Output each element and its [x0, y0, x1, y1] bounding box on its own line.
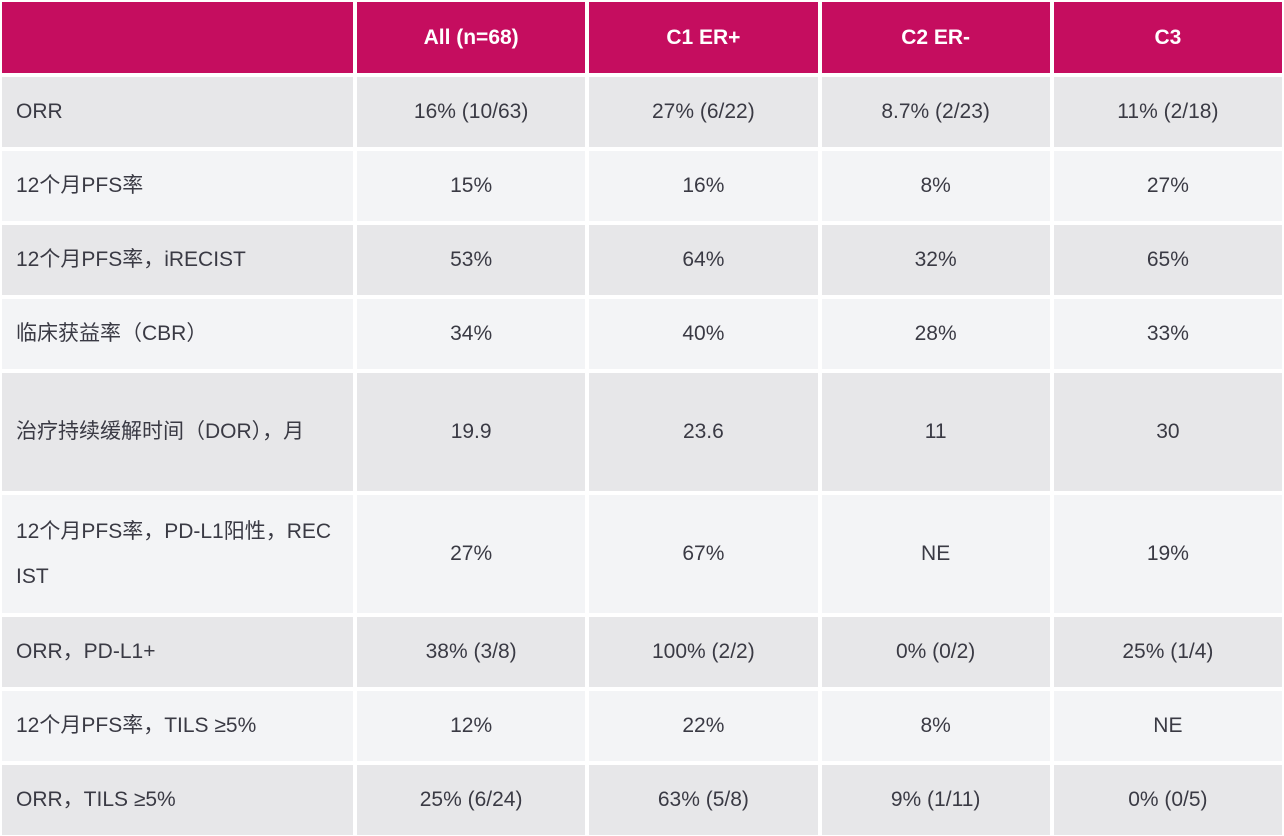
value-cell: 19.9 [357, 373, 586, 491]
row-label-cell: 12个月PFS率，PD-L1阳性，RECIST [2, 495, 353, 613]
value-cell: 9% (1/11) [821, 765, 1050, 835]
row-label-cell: 12个月PFS率，iRECIST [2, 225, 353, 295]
row-label-cell: 临床获益率（CBR） [2, 299, 353, 369]
value-cell: 0% (0/5) [1053, 765, 1282, 835]
value-cell: 8% [821, 151, 1050, 221]
value-cell: 27% (6/22) [589, 77, 818, 147]
value-cell: NE [1053, 691, 1282, 761]
header-cell: All (n=68) [357, 2, 586, 73]
value-cell: 63% (5/8) [589, 765, 818, 835]
value-cell: 16% [589, 151, 818, 221]
row-label-cell: 治疗持续缓解时间（DOR），月 [2, 373, 353, 491]
value-cell: 8% [821, 691, 1050, 761]
value-cell: 53% [357, 225, 586, 295]
value-cell: 15% [357, 151, 586, 221]
row-label-cell: 12个月PFS率 [2, 151, 353, 221]
value-cell: 38% (3/8) [357, 617, 586, 687]
value-cell: 11% (2/18) [1053, 77, 1282, 147]
value-cell: 30 [1053, 373, 1282, 491]
value-cell: 34% [357, 299, 586, 369]
value-cell: 33% [1053, 299, 1282, 369]
header-cell-blank [2, 2, 353, 73]
value-cell: 32% [821, 225, 1050, 295]
value-cell: 22% [589, 691, 818, 761]
value-cell: 25% (1/4) [1053, 617, 1282, 687]
value-cell: 67% [589, 495, 818, 613]
value-cell: 11 [821, 373, 1050, 491]
value-cell: 65% [1053, 225, 1282, 295]
value-cell: 25% (6/24) [357, 765, 586, 835]
value-cell: 100% (2/2) [589, 617, 818, 687]
value-cell: 27% [357, 495, 586, 613]
value-cell: NE [821, 495, 1050, 613]
value-cell: 64% [589, 225, 818, 295]
header-cell: C3 [1053, 2, 1282, 73]
value-cell: 28% [821, 299, 1050, 369]
value-cell: 27% [1053, 151, 1282, 221]
row-label-cell: ORR，PD-L1+ [2, 617, 353, 687]
header-cell: C1 ER+ [589, 2, 818, 73]
value-cell: 16% (10/63) [357, 77, 586, 147]
header-cell: C2 ER- [821, 2, 1050, 73]
row-label-cell: ORR [2, 77, 353, 147]
row-label-cell: 12个月PFS率，TILS ≥5% [2, 691, 353, 761]
value-cell: 12% [357, 691, 586, 761]
value-cell: 40% [589, 299, 818, 369]
value-cell: 0% (0/2) [821, 617, 1050, 687]
value-cell: 19% [1053, 495, 1282, 613]
row-label-cell: ORR，TILS ≥5% [2, 765, 353, 835]
value-cell: 8.7% (2/23) [821, 77, 1050, 147]
value-cell: 23.6 [589, 373, 818, 491]
